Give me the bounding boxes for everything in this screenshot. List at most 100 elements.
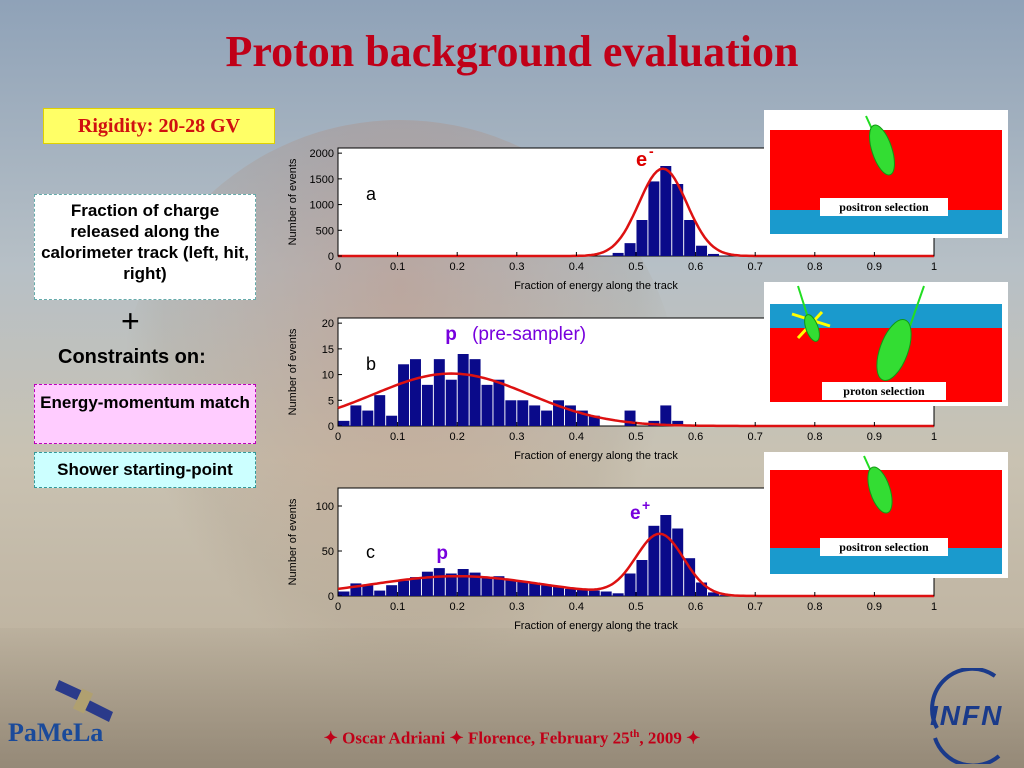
histogram-bar [636,220,648,256]
x-tick-label: 0.9 [867,261,882,273]
inset-positron-selection-1: positron selection [764,110,1008,238]
proton-annotation: p [445,324,457,345]
x-tick-label: 0.6 [688,601,703,613]
histogram-bar [398,364,410,426]
histogram-bar [374,395,386,426]
page-title: Proton background evaluation [225,27,799,76]
panel-letter: a [366,184,377,204]
x-tick-label: 0.5 [628,601,643,613]
y-tick-label: 20 [322,318,334,330]
x-tick-label: 1 [931,261,937,273]
histogram-bar [457,354,469,426]
x-tick-label: 0 [335,431,341,443]
histogram-bar [433,568,445,596]
histogram-bar [576,410,588,426]
histogram-bar [421,571,433,596]
footer-text-end: , 2009 ✦ [639,728,701,748]
y-tick-label: 1500 [310,174,334,186]
histogram-bar [350,405,362,426]
histogram-bar [362,410,374,426]
histogram-bar [398,580,410,596]
x-axis-label: Fraction of energy along the track [514,280,678,292]
detector-diagram-2: proton selection [770,285,1002,402]
histogram-bar [707,592,719,596]
y-tick-label: 5 [328,395,334,407]
histogram-bar [517,400,529,426]
x-tick-label: 0.3 [509,261,524,273]
satellite-icon [55,680,113,722]
histogram-bar [576,589,588,596]
histogram-bar [338,591,350,596]
x-tick-label: 0 [335,261,341,273]
histogram-bar [564,405,576,426]
footer-credit: ✦ Oscar Adriani ✦ Florence, February 25t… [0,728,1024,749]
histogram-bar [362,585,374,596]
shower-start-box: Shower starting-point [34,452,256,488]
charge-fraction-box: Fraction of charge released along the ca… [34,194,256,300]
histogram-bar [612,593,624,596]
y-axis-label: Number of events [287,498,299,585]
x-tick-label: 0.6 [688,431,703,443]
histogram-bar [588,415,600,426]
x-tick-label: 0.7 [748,601,763,613]
histogram-bar [481,577,493,596]
histogram-bar [612,252,624,256]
detector-diagram-1: positron selection [770,115,1002,234]
x-tick-label: 0.1 [390,431,405,443]
pamela-logo: PaMeLa [8,718,104,747]
y-tick-label: 0 [328,421,334,433]
electron-annotation-sup: - [649,143,654,159]
histogram-bar [338,420,350,426]
histogram-bar [600,255,612,256]
inset-label-bg [822,382,946,400]
x-tick-label: 0.3 [509,601,524,613]
x-axis-label: Fraction of energy along the track [514,620,678,632]
histogram-bar [660,166,672,256]
plus-sign: + [121,303,140,339]
histogram-bar [529,582,541,596]
inset-label-bg [820,538,948,556]
background-city [0,628,1024,768]
histogram-bar [529,405,541,426]
histogram-bar [660,405,672,426]
x-tick-label: 0.4 [569,601,584,613]
detector-diagram-3: positron selection [770,455,1002,574]
histogram-bar [600,591,612,596]
x-tick-label: 0.8 [807,431,822,443]
inset-label: positron selection [839,200,929,214]
histogram-bar [553,587,565,596]
inset-label-bg [820,198,948,216]
histogram-bar [409,577,421,596]
x-tick-label: 0.2 [450,261,465,273]
x-tick-label: 0.9 [867,601,882,613]
fit-curve [338,167,934,258]
inset-label: proton selection [843,384,925,398]
histogram-bar [684,558,696,596]
histogram-bar [433,359,445,426]
histogram-bar [409,359,421,426]
histogram-bar [672,184,684,256]
x-tick-label: 0.7 [748,261,763,273]
x-tick-label: 0.4 [569,261,584,273]
histogram-bar [660,515,672,596]
x-tick-label: 0.9 [867,431,882,443]
histogram-bar [505,400,517,426]
track-line-2 [909,285,925,327]
histogram-bar [624,573,636,596]
histogram-bar [541,585,553,596]
y-tick-label: 50 [322,546,334,558]
x-tick-label: 0.8 [807,261,822,273]
x-tick-label: 0.1 [390,601,405,613]
histogram-bar [517,581,529,596]
histogram-bar [445,379,457,426]
y-tick-label: 0 [328,591,334,603]
panel-letter: c [366,542,375,562]
y-axis-label: Number of events [287,328,299,415]
histogram-bar [624,410,636,426]
proton-annotation: p [436,543,448,564]
histogram-bar [648,181,660,256]
x-axis-label: Fraction of energy along the track [514,450,678,462]
x-tick-label: 0.8 [807,601,822,613]
x-tick-label: 0.2 [450,601,465,613]
histogram-bar [553,400,565,426]
